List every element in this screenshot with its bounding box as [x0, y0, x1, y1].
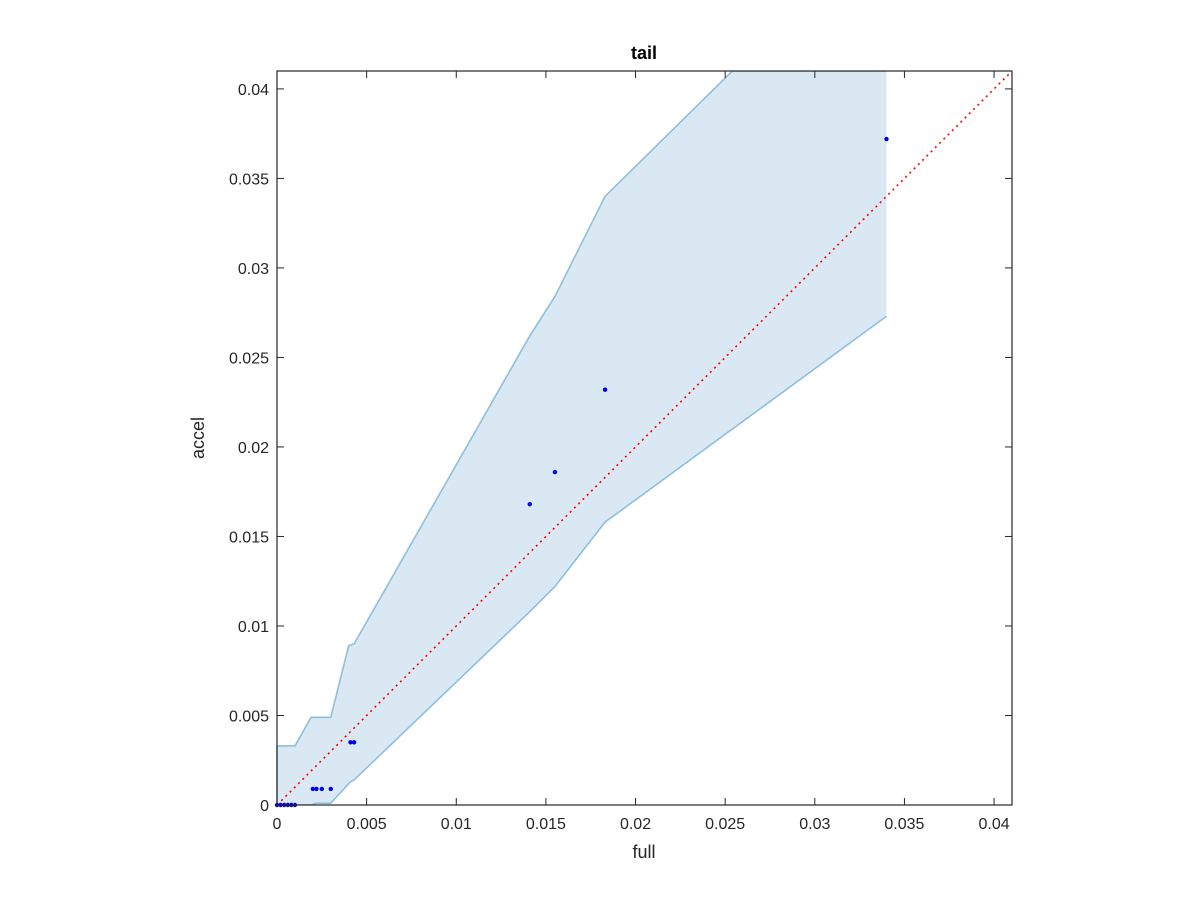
- y-tick-label: 0.025: [229, 350, 269, 367]
- data-point: [884, 136, 889, 142]
- data-point: [351, 740, 357, 745]
- chart-title: tail: [631, 43, 657, 63]
- reference-line: [277, 71, 1012, 805]
- x-tick-label: 0.035: [884, 816, 924, 833]
- x-axis-label: full: [632, 842, 655, 862]
- x-tick-label: 0.01: [441, 816, 472, 833]
- y-tick-label: 0: [260, 798, 269, 815]
- data-point: [552, 469, 558, 475]
- x-tick-label: 0.005: [347, 816, 387, 833]
- band-upper-line: [277, 71, 887, 747]
- x-tick-label: 0.02: [620, 816, 651, 833]
- x-tick-label: 0.03: [799, 816, 830, 833]
- axes-box: [276, 70, 1013, 806]
- x-tick-label: 0.04: [979, 816, 1010, 833]
- x-tick-label: 0.025: [705, 816, 745, 833]
- confidence-band: [277, 71, 887, 805]
- y-tick-label: 0.035: [229, 171, 269, 188]
- data-point: [527, 502, 532, 507]
- y-tick-label: 0.02: [238, 440, 269, 457]
- y-tick-label: 0.005: [229, 708, 269, 725]
- y-tick-label: 0.01: [238, 619, 269, 636]
- data-point: [314, 786, 319, 792]
- plot-area: 0 0.005 0.01 0.015 0.02 0.025 0.03 0.035 0.04 0 0.…: [229, 70, 1013, 833]
- y-tick-label: 0.015: [229, 529, 269, 546]
- x-tick-label: 0.015: [526, 816, 566, 833]
- data-point: [328, 786, 333, 792]
- data-point: [310, 786, 316, 792]
- data-point: [348, 740, 353, 745]
- data-point: [602, 387, 608, 392]
- x-tick-label: 0: [273, 816, 282, 833]
- data-point: [319, 786, 325, 792]
- y-tick-label: 0.04: [238, 82, 269, 99]
- y-tick-label: 0.03: [238, 261, 269, 278]
- band-lower-line: [277, 315, 887, 805]
- y-axis-label: accel: [188, 417, 208, 459]
